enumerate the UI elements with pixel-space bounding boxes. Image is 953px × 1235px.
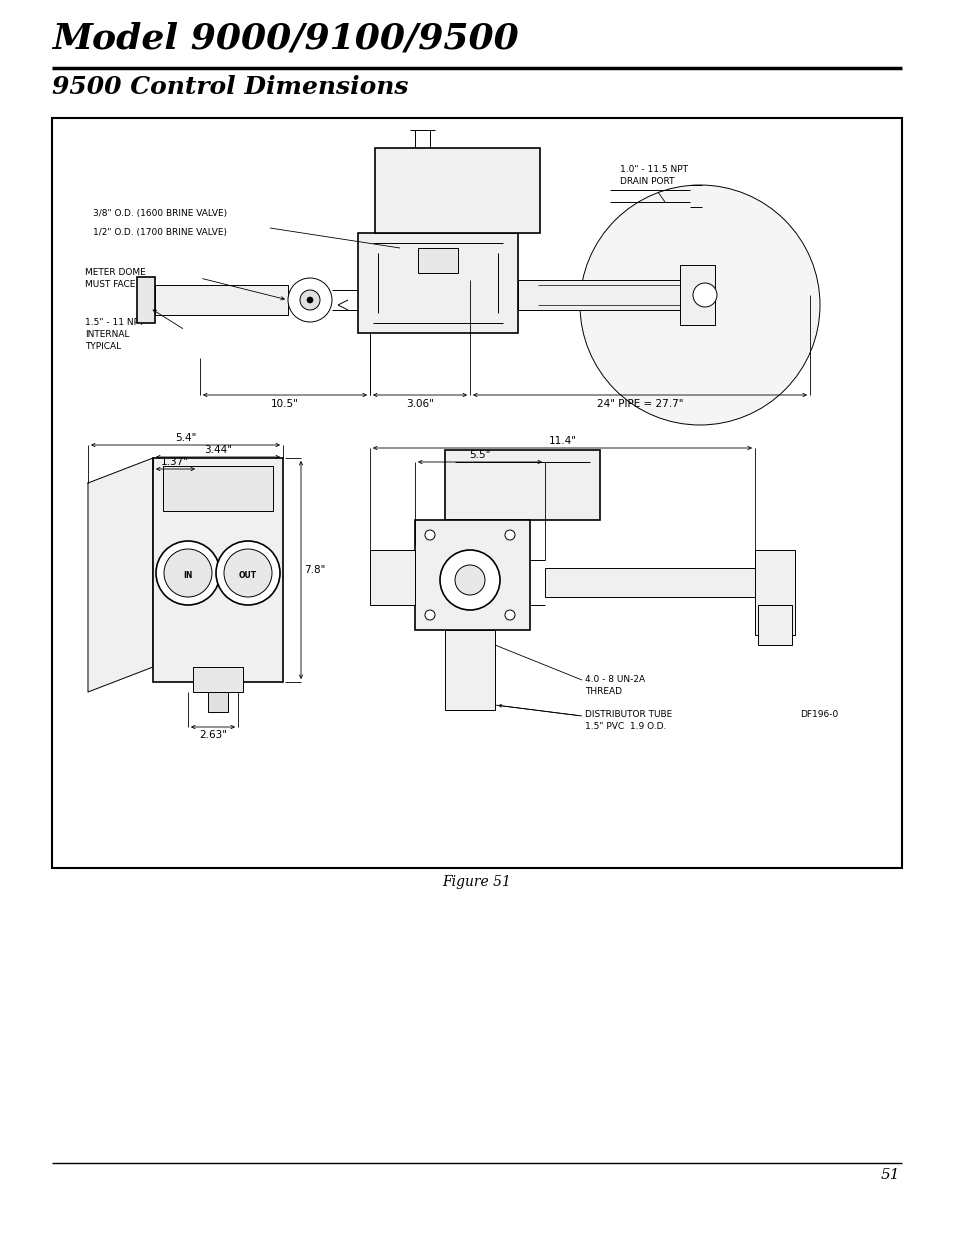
Text: TYPICAL: TYPICAL	[85, 342, 121, 351]
Bar	[193, 667, 243, 692]
Circle shape	[424, 530, 435, 540]
Text: DF196-0: DF196-0	[800, 710, 838, 719]
Text: 1.37": 1.37"	[161, 457, 189, 467]
Text: 11.4": 11.4"	[548, 436, 576, 446]
Bar	[370, 550, 415, 605]
Text: 10.5": 10.5"	[271, 399, 298, 409]
Text: 1.0" - 11.5 NPT: 1.0" - 11.5 NPT	[619, 165, 687, 174]
Circle shape	[455, 564, 484, 595]
Text: 4.0 - 8 UN-2A: 4.0 - 8 UN-2A	[584, 676, 644, 684]
Bar	[444, 630, 495, 710]
Bar	[415, 520, 530, 630]
Bar	[417, 248, 457, 273]
Bar	[208, 692, 228, 713]
Text: 1/2" O.D. (1700 BRINE VALVE): 1/2" O.D. (1700 BRINE VALVE)	[92, 228, 227, 237]
Circle shape	[692, 283, 717, 308]
Circle shape	[504, 610, 515, 620]
Text: IN: IN	[183, 571, 193, 579]
Text: DISTRIBUTOR TUBE: DISTRIBUTOR TUBE	[584, 710, 672, 719]
Bar	[754, 550, 794, 635]
Circle shape	[224, 550, 272, 597]
Text: 1.5" PVC  1.9 O.D.: 1.5" PVC 1.9 O.D.	[584, 722, 666, 731]
Circle shape	[215, 541, 280, 605]
Text: 9500 Control Dimensions: 9500 Control Dimensions	[52, 75, 408, 99]
Text: 3/8" O.D. (1600 BRINE VALVE): 3/8" O.D. (1600 BRINE VALVE)	[92, 209, 227, 219]
Text: INTERNAL: INTERNAL	[85, 330, 130, 338]
Text: 7.8": 7.8"	[304, 564, 325, 576]
Circle shape	[164, 550, 212, 597]
Text: OUT: OUT	[238, 571, 256, 579]
Circle shape	[288, 278, 332, 322]
Bar	[152, 458, 283, 682]
Bar	[52, 119, 901, 868]
Text: MUST FACE UP: MUST FACE UP	[85, 280, 150, 289]
Circle shape	[424, 610, 435, 620]
Polygon shape	[88, 458, 152, 692]
Text: 1.5" - 11 NPT: 1.5" - 11 NPT	[85, 317, 144, 327]
Bar	[163, 466, 273, 511]
Bar	[444, 450, 599, 520]
Circle shape	[439, 550, 499, 610]
Text: 3.06": 3.06"	[406, 399, 434, 409]
Text: METER DOME: METER DOME	[85, 268, 146, 277]
Bar	[758, 605, 791, 645]
Text: 2.63": 2.63"	[199, 730, 227, 740]
Circle shape	[299, 290, 319, 310]
Text: THREAD: THREAD	[584, 687, 621, 697]
Text: 24" PIPE = 27.7": 24" PIPE = 27.7"	[597, 399, 682, 409]
Bar	[679, 266, 714, 325]
Text: Figure 51: Figure 51	[442, 876, 511, 889]
Bar	[544, 568, 754, 597]
Bar	[517, 280, 709, 310]
Text: DRAIN PORT: DRAIN PORT	[619, 177, 674, 186]
Bar	[154, 285, 288, 315]
Text: 3.44": 3.44"	[204, 445, 232, 454]
Circle shape	[307, 296, 313, 303]
Text: 5.4": 5.4"	[174, 433, 196, 443]
Circle shape	[504, 530, 515, 540]
Bar	[375, 148, 539, 233]
Text: 5.5": 5.5"	[469, 450, 490, 459]
Circle shape	[156, 541, 220, 605]
Circle shape	[579, 185, 820, 425]
Bar	[357, 233, 517, 333]
Text: 51: 51	[880, 1168, 899, 1182]
Bar	[137, 277, 154, 324]
Text: Model 9000/9100/9500: Model 9000/9100/9500	[52, 22, 518, 56]
